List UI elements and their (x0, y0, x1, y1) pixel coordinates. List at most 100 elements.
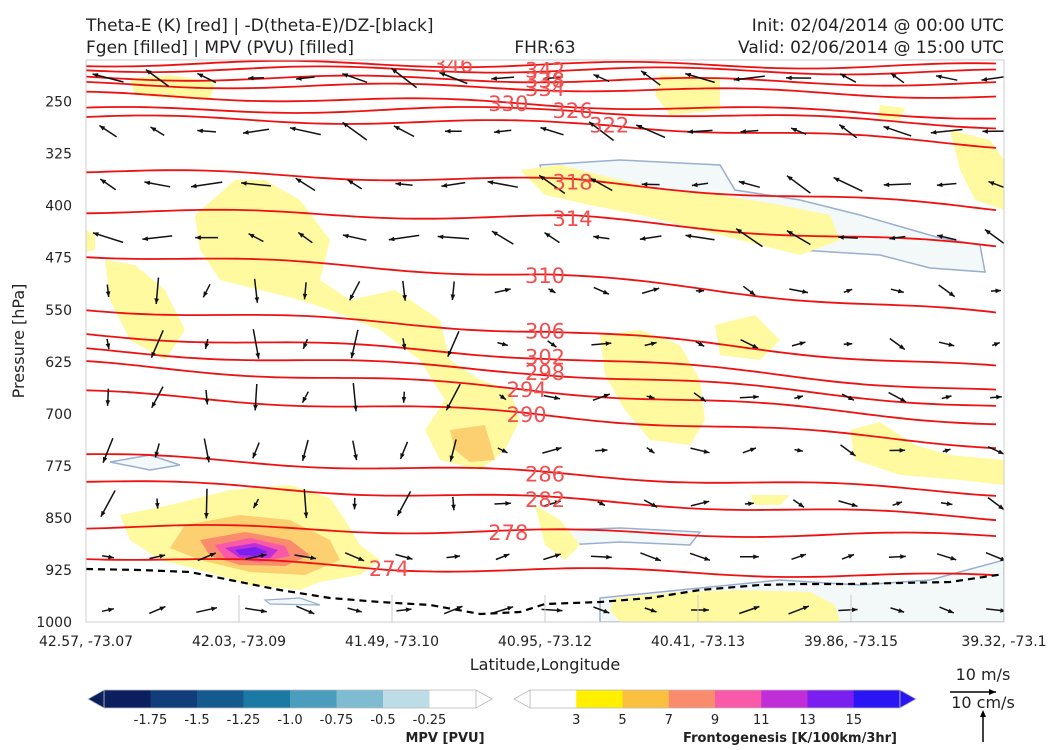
wind-vector-head (197, 73, 204, 78)
colorbar-tick-label: 11 (753, 713, 770, 728)
wind-vector-head (685, 72, 692, 78)
wind-vector-head (984, 229, 991, 235)
colorbar-segment (530, 690, 577, 708)
wind-vector-head (144, 180, 151, 186)
wind-vector-head (736, 228, 742, 234)
colorbar-segment (336, 690, 384, 708)
wind-vector-head (252, 452, 257, 459)
title-left-1: Theta-E (K) [red] | -D(theta-E)/DZ-[blac… (85, 16, 434, 36)
wind-vector-head (846, 289, 853, 294)
wind-vector-head (753, 606, 760, 611)
wind-vector-head (654, 556, 661, 561)
wind-vector-head (99, 125, 106, 131)
wind-vector-head (500, 394, 506, 400)
vector-key-h-arrowhead (989, 689, 996, 695)
wind-vector-head (1000, 608, 1004, 613)
wind-vector-head (352, 503, 357, 510)
wind-vector-head (998, 504, 1004, 510)
wind-vector-head (839, 124, 846, 130)
wind-vector-head (446, 404, 452, 411)
wind-vector-head (786, 75, 792, 81)
wind-vector-head (402, 294, 407, 301)
wind-vector-head (936, 182, 943, 188)
wind-vector-head (945, 395, 952, 400)
wind-vector-head (503, 554, 510, 559)
y-tick-label: 325 (45, 147, 72, 163)
wind-vector-head (786, 175, 793, 181)
wind-vector-head (602, 289, 609, 295)
wind-vector-head (691, 182, 698, 188)
wind-vector-head (154, 451, 160, 458)
theta-e-label-346: 346 (433, 53, 473, 77)
wind-vector-head (154, 298, 159, 304)
x-tick-label: 40.41, -73.13 (651, 634, 745, 650)
theta-e-label-302: 302 (525, 345, 565, 369)
wind-vector-head (556, 608, 563, 613)
wind-vector-head (505, 501, 511, 506)
wind-vector-head (108, 607, 114, 613)
wind-vector-head (997, 449, 1004, 454)
wind-vector-head (589, 121, 595, 128)
wind-vector-head (447, 350, 453, 357)
wind-vector-head (883, 126, 890, 131)
colorbar-left-arrow (87, 689, 105, 709)
wind-vector-head (802, 605, 809, 611)
wind-vector-head (890, 73, 897, 79)
wind-vector-head (150, 127, 157, 132)
wind-vector-head (100, 510, 106, 517)
colorbar-tick-label: 15 (845, 713, 862, 728)
wind-vector-head (930, 130, 937, 135)
colorbar-tick-label: 5 (618, 713, 626, 728)
wind-vector-head (298, 232, 305, 238)
y-axis-ticks: 250 325 400 475 550 625 700 775 850 925 1000 (36, 95, 72, 631)
wind-vector-head (296, 76, 302, 81)
wind-vector-head (92, 73, 99, 78)
wind-vector-head (648, 394, 655, 400)
wind-vector-head (698, 341, 705, 347)
x-axis-label: Latitude,Longitude (470, 655, 621, 674)
wind-vector-head (950, 555, 957, 561)
wind-vector-head (454, 554, 461, 559)
wind-vector-head (833, 177, 840, 183)
wind-vector-head (248, 75, 254, 81)
wind-vector-head (900, 554, 906, 559)
y-tick-label: 550 (45, 303, 72, 319)
wind-vector-head (599, 500, 605, 506)
wind-vector-head (786, 230, 793, 236)
colorbar-right-arrow (899, 689, 917, 709)
theta-e-label-310: 310 (525, 264, 565, 288)
colorbar-segment (761, 690, 808, 708)
theta-e-label-338: 338 (525, 68, 565, 92)
vector-key-horizontal: 10 m/s (956, 665, 1011, 684)
wind-vector-head (603, 608, 610, 614)
wind-vector-head (197, 128, 203, 134)
wind-vector-head (388, 236, 395, 242)
wind-vector-head (937, 234, 943, 239)
wind-vector-head (342, 73, 349, 78)
wind-vector-head (195, 235, 201, 240)
wind-vector-head (456, 606, 463, 611)
wind-vector-head (342, 233, 349, 239)
wind-vector-head (802, 289, 808, 294)
wind-vector-head (253, 502, 259, 509)
wind-vector-head (539, 175, 546, 181)
wind-vector-head (445, 128, 451, 134)
wind-vector-head (650, 608, 657, 613)
theta-e-contour-338 (86, 74, 997, 87)
wind-vector-head (105, 400, 111, 406)
y-tick-label: 625 (45, 355, 72, 371)
wind-vector-head (308, 609, 315, 614)
wind-vector-head (211, 606, 217, 612)
colorbar-segment (429, 690, 477, 708)
wind-vector-head (554, 553, 561, 558)
wind-vector-head (849, 450, 856, 456)
wind-vector-head (441, 183, 448, 188)
wind-vector-head (896, 501, 902, 506)
wind-vector-head (289, 126, 296, 132)
wind-vector-head (494, 129, 500, 134)
wind-vector-head (636, 125, 643, 130)
wind-vector-head (899, 448, 906, 453)
x-tick-label: 39.86, -73.15 (804, 634, 898, 650)
wind-vector-head (295, 178, 302, 184)
